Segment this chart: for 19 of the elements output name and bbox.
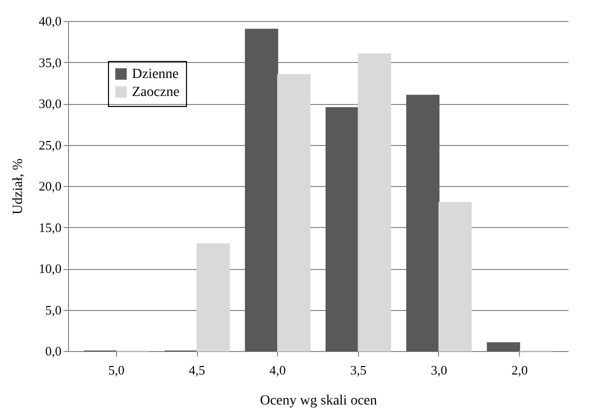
legend-label: Zaoczne <box>132 85 180 100</box>
y-tick-label: 30,0 <box>38 96 62 111</box>
y-axis-title: Udział, % <box>10 158 26 214</box>
y-tick-label: 20,0 <box>38 178 62 194</box>
x-tick-label: 4,0 <box>270 362 286 378</box>
y-tick-label: 5,0 <box>45 302 62 318</box>
y-tick-label: 40,0 <box>38 14 62 28</box>
x-axis-title: Oceny wg skali ocen <box>260 394 378 408</box>
y-tick-label: 15,0 <box>38 220 62 235</box>
y-tick-label: 10,0 <box>38 261 62 276</box>
x-tick-label: 3,0 <box>430 362 448 378</box>
x-tick-label: 4,5 <box>188 362 206 378</box>
x-tick-label: 5,0 <box>108 362 125 378</box>
legend-label: Dzienne <box>132 67 179 82</box>
x-tick-label: 2,0 <box>511 362 528 378</box>
y-tick-label: 25,0 <box>38 137 62 152</box>
y-tick-label: 35,0 <box>38 54 62 70</box>
y-tick-label: 0,0 <box>45 344 62 358</box>
x-tick-label: 3,5 <box>350 362 366 378</box>
